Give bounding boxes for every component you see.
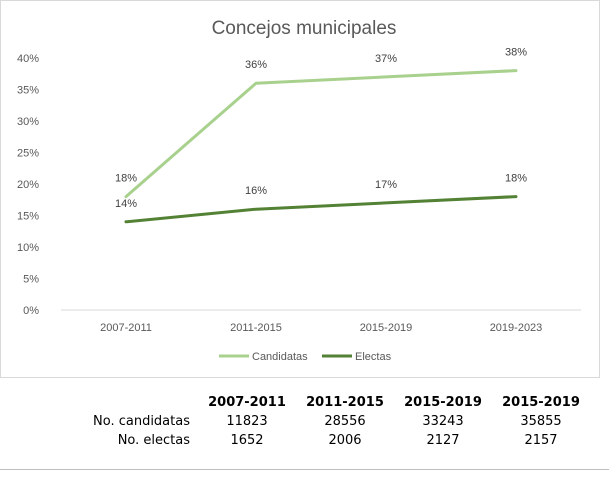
table-header: 2007-2011: [208, 395, 286, 410]
table-cell: 33243: [422, 414, 464, 429]
y-tick-label: 35%: [17, 85, 39, 97]
y-tick-label: 20%: [17, 179, 39, 191]
x-axis: 2007-2011 2011-2015 2015-2019 2019-2023: [100, 322, 542, 334]
data-label: 16%: [245, 185, 267, 197]
table-header-row: 2007-2011 2011-2015 2015-2019 2015-2019: [40, 393, 590, 412]
data-table: 2007-2011 2011-2015 2015-2019 2015-2019 …: [40, 393, 590, 450]
legend-label: Electas: [355, 351, 392, 363]
data-label: 36%: [245, 59, 267, 71]
bottom-divider: [0, 469, 609, 470]
data-label: 17%: [375, 179, 397, 191]
row-label: No. candidatas: [93, 414, 190, 429]
table-cell: 1652: [230, 433, 264, 448]
data-label: 38%: [505, 47, 527, 59]
legend: Candidatas Electas: [219, 351, 392, 363]
legend-label: Candidatas: [252, 351, 308, 363]
x-tick-label: 2015-2019: [360, 322, 413, 334]
y-axis: 0% 5% 10% 15% 20% 25% 30% 35% 40%: [17, 53, 39, 317]
x-tick-label: 2011-2015: [230, 322, 282, 334]
y-tick-label: 0%: [23, 305, 39, 317]
plot-area: 18% 36% 37% 38% 14% 16% 17% 18%: [115, 47, 527, 224]
table-header: 2015-2019: [404, 395, 482, 410]
table-header: 2015-2019: [502, 395, 580, 410]
table-cell: 2006: [328, 433, 362, 448]
y-tick-label: 15%: [17, 211, 39, 223]
y-tick-label: 10%: [17, 242, 39, 254]
table-corner: [40, 393, 198, 412]
x-tick-label: 2019-2023: [490, 322, 543, 334]
x-tick-label: 2007-2011: [100, 322, 152, 334]
data-label: 14%: [115, 198, 137, 210]
table-cell: 35855: [520, 414, 562, 429]
table-row: No. electas 1652 2006 2127 2157: [40, 431, 590, 450]
y-tick-label: 25%: [17, 148, 39, 160]
table-header: 2011-2015: [306, 395, 384, 410]
chart-title: Concejos municipales: [212, 18, 397, 39]
table-row: No. candidatas 11823 28556 33243 35855: [40, 412, 590, 431]
y-tick-label: 40%: [17, 53, 39, 65]
line-chart: Concejos municipales 0% 5% 10% 15% 20% 25% 30%…: [17, 18, 581, 363]
y-tick-label: 30%: [17, 116, 39, 128]
data-label: 18%: [115, 173, 137, 185]
data-label: 37%: [375, 53, 397, 65]
table-cell: 28556: [324, 414, 366, 429]
row-label: No. electas: [117, 433, 190, 448]
y-tick-label: 5%: [23, 274, 39, 286]
table-cell: 11823: [226, 414, 268, 429]
table-cell: 2157: [524, 433, 558, 448]
data-label: 18%: [505, 173, 527, 185]
table-cell: 2127: [426, 433, 460, 448]
series-line-electas: [124, 195, 518, 224]
series-line-candidatas: [124, 69, 518, 199]
chart-frame: Concejos municipales 0% 5% 10% 15% 20% 25% 30%…: [0, 0, 600, 378]
